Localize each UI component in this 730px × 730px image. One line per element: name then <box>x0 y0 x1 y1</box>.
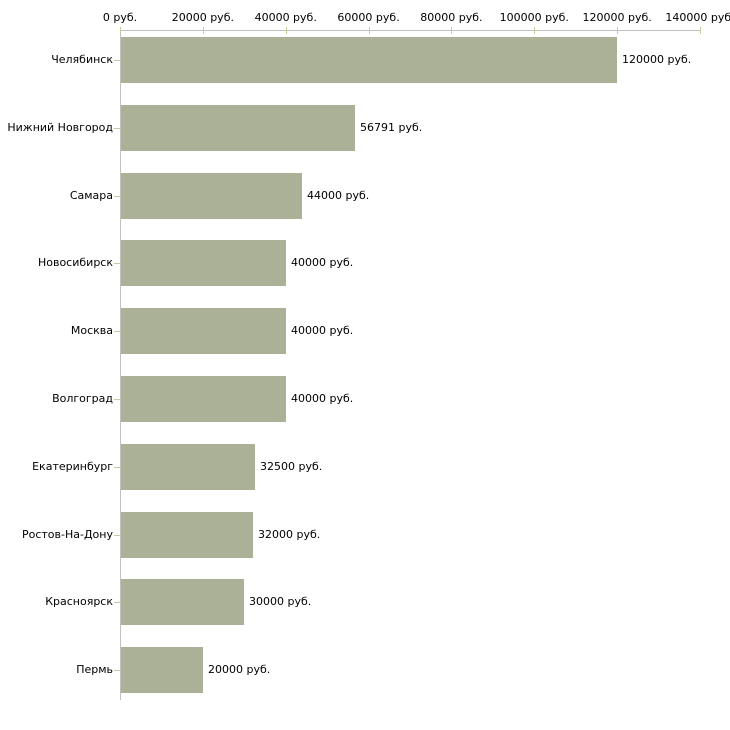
x-tick-label: 80000 руб. <box>420 11 483 24</box>
value-label: 20000 руб. <box>208 663 271 676</box>
value-label: 56791 руб. <box>360 121 423 134</box>
bar <box>121 37 617 83</box>
x-tick-mark <box>534 27 536 34</box>
bar <box>121 444 255 490</box>
category-label: Самара <box>69 189 113 202</box>
bar <box>121 376 286 422</box>
category-label: Волгоград <box>52 392 113 405</box>
value-label: 40000 руб. <box>291 392 354 405</box>
x-tick-label: 60000 руб. <box>337 11 400 24</box>
y-tick-mark <box>114 60 120 61</box>
x-tick-mark <box>202 27 204 34</box>
x-tick-label: 100000 руб. <box>499 11 569 24</box>
x-tick-mark <box>451 27 453 34</box>
category-label: Челябинск <box>51 53 113 66</box>
y-tick-mark <box>114 670 120 671</box>
y-tick-mark <box>114 535 120 536</box>
bar <box>121 579 244 625</box>
y-tick-mark <box>114 331 120 332</box>
bar <box>121 512 253 558</box>
category-label: Красноярск <box>45 595 113 608</box>
x-axis-line <box>120 30 701 31</box>
x-tick-label: 120000 руб. <box>582 11 652 24</box>
value-label: 44000 руб. <box>307 189 370 202</box>
value-label: 30000 руб. <box>249 595 312 608</box>
value-label: 40000 руб. <box>291 256 354 269</box>
value-label: 32500 руб. <box>260 460 323 473</box>
bar <box>121 240 286 286</box>
x-tick-mark <box>617 27 619 34</box>
x-tick-label: 20000 руб. <box>171 11 234 24</box>
y-tick-mark <box>114 263 120 264</box>
y-tick-mark <box>114 399 120 400</box>
category-label: Москва <box>70 324 113 337</box>
y-tick-mark <box>114 602 120 603</box>
y-tick-mark <box>114 196 120 197</box>
category-label: Новосибирск <box>37 256 113 269</box>
x-tick-mark <box>285 27 287 34</box>
x-tick-mark <box>120 27 121 34</box>
value-label: 32000 руб. <box>258 528 321 541</box>
value-label: 120000 руб. <box>622 53 692 66</box>
bar <box>121 105 355 151</box>
category-label: Ростов-На-Дону <box>21 528 113 541</box>
category-label: Пермь <box>76 663 113 676</box>
bar <box>121 308 286 354</box>
category-label: Нижний Новгород <box>7 121 113 134</box>
y-tick-mark <box>114 467 120 468</box>
x-tick-label: 0 руб. <box>102 11 138 24</box>
value-label: 40000 руб. <box>291 324 354 337</box>
x-tick-mark <box>368 27 370 34</box>
x-tick-label: 40000 руб. <box>254 11 317 24</box>
y-axis-line <box>120 30 121 700</box>
y-tick-mark <box>114 128 120 129</box>
bar <box>121 173 302 219</box>
category-label: Екатеринбург <box>32 460 113 473</box>
x-tick-label: 140000 руб. <box>665 11 730 24</box>
bar <box>121 647 203 693</box>
x-tick-mark <box>700 27 701 34</box>
